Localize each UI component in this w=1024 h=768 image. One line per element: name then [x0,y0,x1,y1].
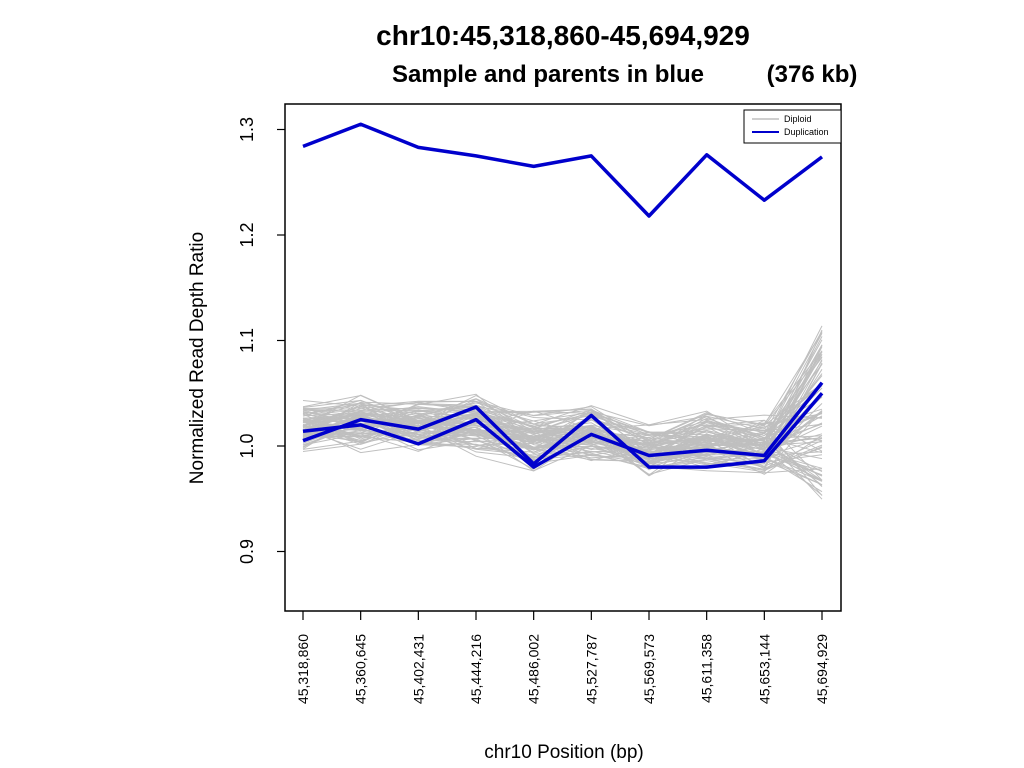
y-tick-label: 1.2 [237,222,257,247]
x-tick-label: 45,527,787 [583,634,599,704]
y-tick-label: 1.1 [237,328,257,353]
diploid-lines [302,325,823,500]
y-tick-label: 0.9 [237,539,257,564]
chart-title: chr10:45,318,860-45,694,929 [376,20,750,51]
duplication-line-1 [302,122,824,218]
diploid-line [302,407,823,477]
plot-frame [284,103,842,612]
x-axis-label: chr10 Position (bp) [484,742,643,763]
y-tick-label: 1.0 [237,433,257,458]
legend-diploid-label: Diploid [784,114,812,124]
diploid-line [302,425,823,481]
duplication-line-3 [302,392,824,469]
x-tick-label: 45,653,144 [756,634,772,704]
diploid-line [302,393,823,443]
y-axis-label: Normalized Read Depth Ratio [187,232,208,484]
y-tick-label: 1.3 [237,117,257,142]
x-tick-label: 45,360,645 [353,634,369,704]
duplication-lines [302,122,824,469]
x-axis: 45,318,860 45,360,645 45,402,431 45,444,216… [295,611,830,704]
diploid-line [302,409,823,487]
chart-subtitle: Sample and parents in blue [392,61,704,88]
diploid-line [302,415,823,476]
diploid-line [302,400,823,486]
diploid-line [302,417,823,472]
x-tick-label: 45,444,216 [468,634,484,704]
legend-duplication-label: Duplication [784,127,829,137]
x-tick-label: 45,569,573 [641,634,657,704]
chart-size-label: (376 kb) [767,61,858,88]
y-axis: 0.9 1.0 1.1 1.2 1.3 [237,117,285,564]
x-tick-label: 45,402,431 [410,634,426,704]
x-tick-label: 45,611,358 [699,634,715,703]
x-tick-label: 45,318,860 [295,634,311,704]
legend-box [743,109,842,144]
x-tick-label: 45,486,002 [526,634,542,704]
x-tick-label: 45,694,929 [814,634,830,704]
duplication-line-2 [302,381,824,469]
legend: Diploid Duplication [743,109,842,144]
diploid-line [302,396,823,443]
